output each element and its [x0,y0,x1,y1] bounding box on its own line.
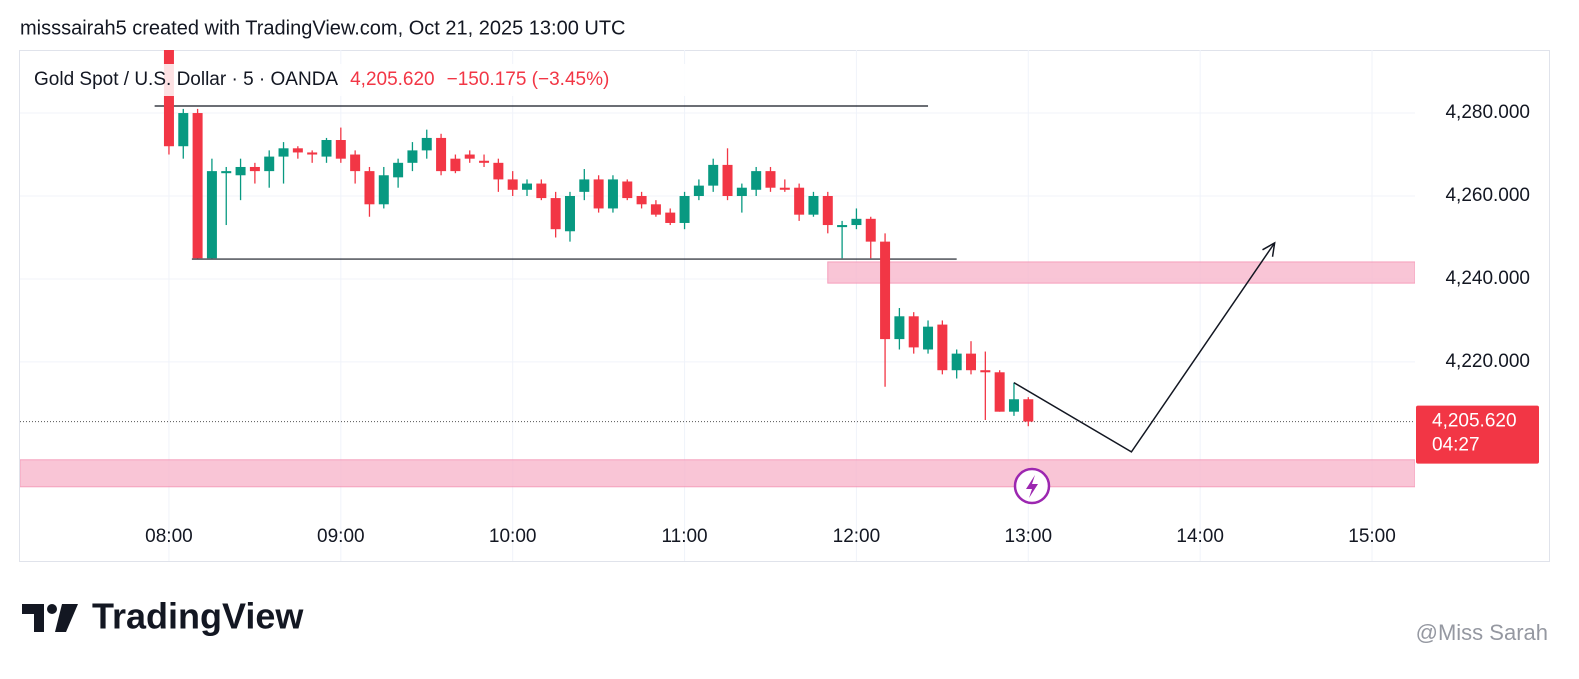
candle-body [851,218,862,226]
candle-body [350,154,361,172]
candle-body [249,166,260,172]
legend-bg [26,64,696,96]
candle-body [221,171,232,174]
candle-body [206,171,217,259]
y-tick-label: 4,280.000 [1445,102,1530,123]
arrow-head [1262,241,1276,257]
candle-body [479,160,490,163]
candle-body [622,181,633,199]
x-tick-label: 11:00 [661,526,707,547]
x-tick-label: 12:00 [833,526,881,547]
x-tick-label: 08:00 [145,526,193,547]
candle-body [493,162,504,180]
candle-body [779,187,790,190]
candle-body [966,353,977,371]
candle-body [1008,399,1019,412]
candle-body [464,154,475,159]
candle-body [837,225,848,228]
candle-body [292,148,303,153]
brand-logo [22,604,78,632]
x-tick-label: 15:00 [1348,526,1396,547]
candle-body [178,113,189,147]
candle-body [163,50,174,147]
candle-body [564,196,575,232]
candle-body [579,179,590,192]
candle-body [722,164,733,197]
candle-body [937,324,948,371]
candle-body [708,164,719,186]
y-tick-label: 4,220.000 [1445,351,1530,372]
x-tick-label: 10:00 [489,526,537,547]
candle-body [650,204,661,215]
candle-body [407,150,418,163]
candle-body [736,187,747,197]
candle-body [923,326,934,350]
candle-body [278,148,289,157]
candle-body [894,316,905,340]
candle-body [980,370,991,373]
candle-body [192,113,203,259]
candle-body [665,212,676,223]
plot-area [20,50,1415,488]
last-price: 4,205.620 [350,69,435,90]
candle-body [636,196,647,205]
caption: misssairah5 created with TradingView.com… [20,17,625,39]
candle-body [822,196,833,226]
candle-body [794,187,805,215]
candle-body [321,140,332,157]
x-tick-label: 13:00 [1005,526,1053,547]
candle-body [751,171,762,190]
candle-body [865,218,876,242]
x-tick-label: 09:00 [317,526,365,547]
x-tick-label: 14:00 [1176,526,1224,547]
candle-body [235,166,246,176]
candle-body [765,171,776,188]
candle-body [994,372,1005,412]
candle-body [393,162,404,178]
price-badge [1416,405,1539,464]
candle-body [335,140,346,159]
event-icon [1013,467,1051,505]
candle-body [536,183,547,199]
candle-body [607,179,618,209]
brand: TradingView [92,596,304,637]
watermark: @Miss Sarah [1416,620,1548,645]
candle-body [693,185,704,197]
symbol-title: Gold Spot / U.S. Dollar · 5 · OANDA [34,69,338,90]
price-badge-label: 4,205.620 [1432,411,1517,432]
candle-body [808,196,819,215]
candle-body [522,183,533,190]
candle-body [880,241,891,340]
projection-arrow [1013,242,1276,453]
candle-body [550,198,561,230]
y-tick-label: 4,240.000 [1445,268,1530,289]
zone [827,261,1415,284]
candle-body [679,196,690,223]
overlay [1013,241,1276,453]
candle-body [264,156,275,172]
countdown: 04:27 [1432,435,1480,456]
candle-body [507,179,518,190]
price-change: −150.175 (−3.45%) [447,69,610,90]
candle-body [421,137,432,151]
candle-body [364,171,375,205]
candle-body [436,137,447,172]
candle-body [593,179,604,209]
candle-body [450,158,461,172]
candle-body [378,175,389,205]
candle-body [908,316,919,348]
candle-body [307,152,318,155]
y-tick-label: 4,260.000 [1445,185,1530,206]
panel-border [19,50,1550,562]
candle-body [1023,399,1034,422]
candle-body [951,353,962,371]
zone [20,459,1415,488]
